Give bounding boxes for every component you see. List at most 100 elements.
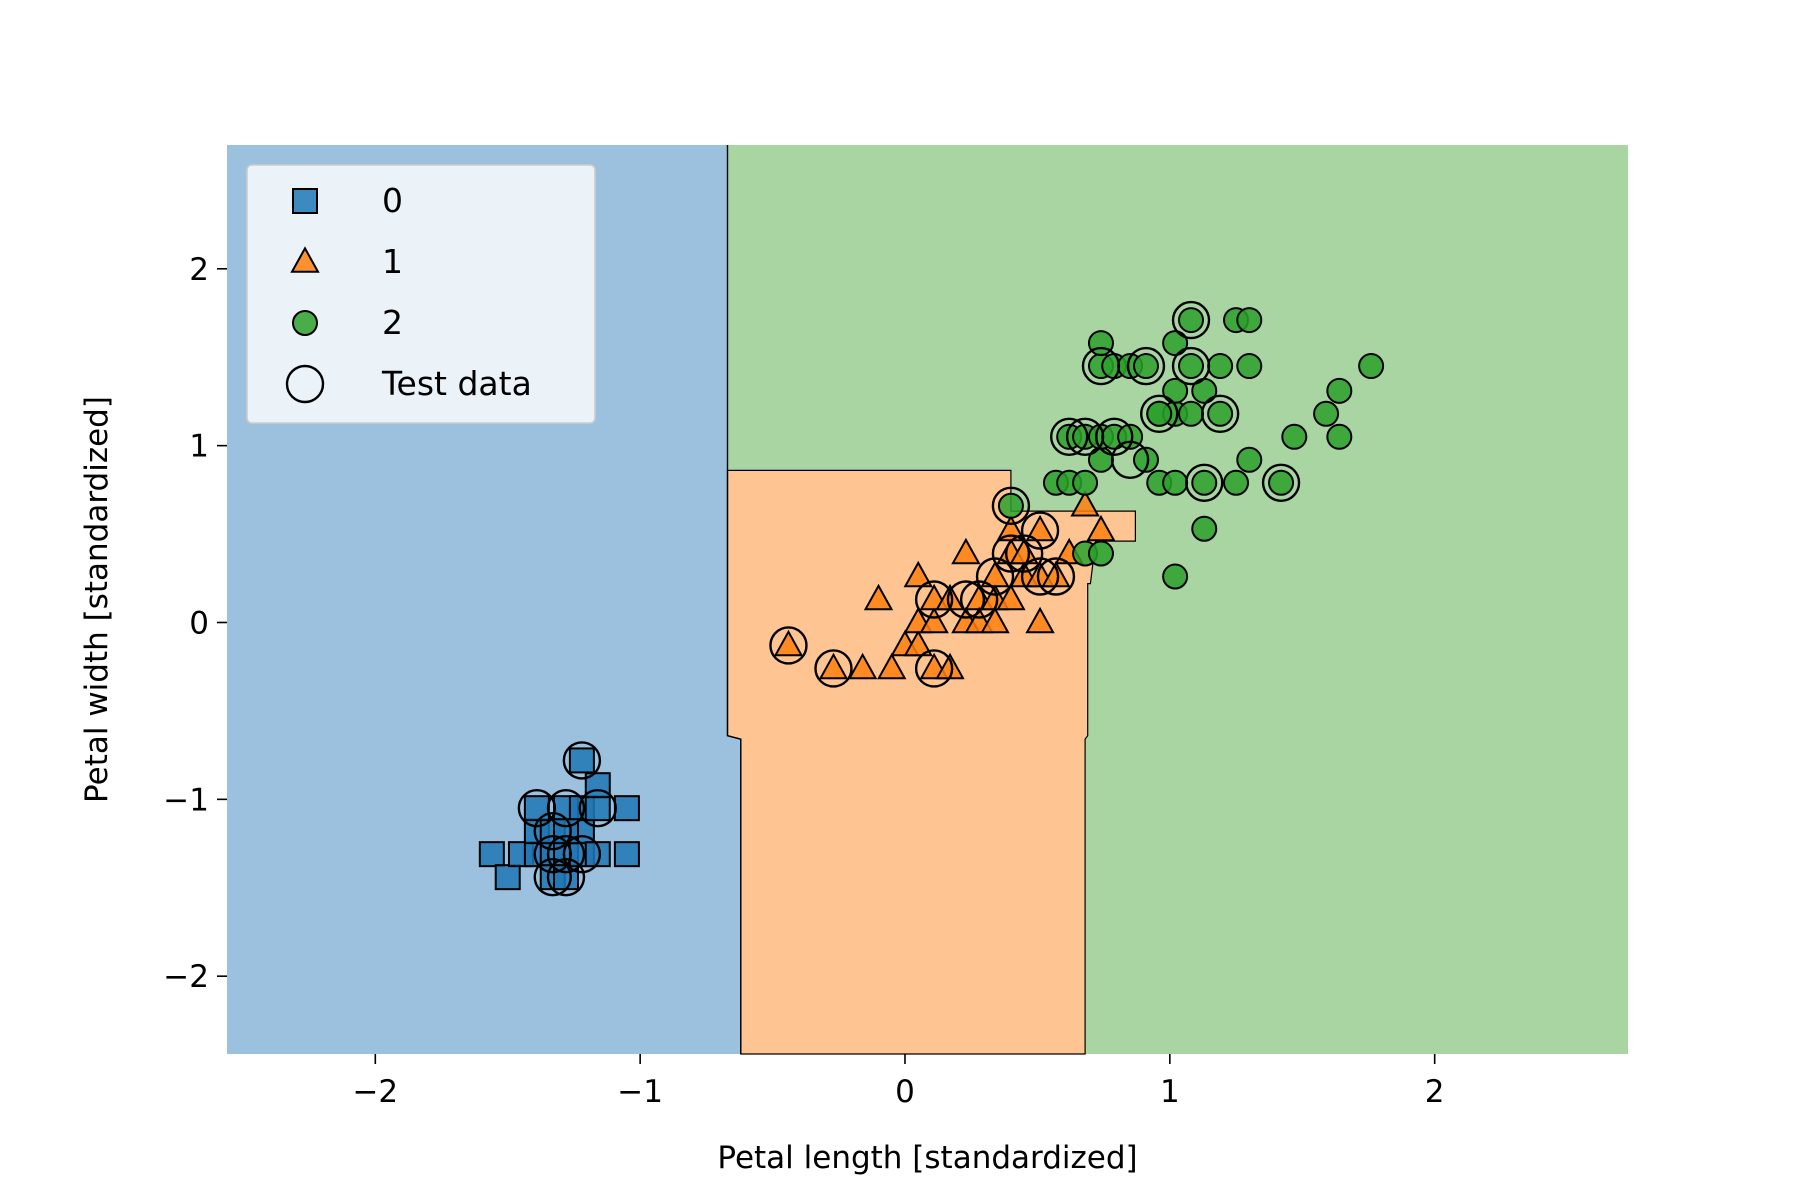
- point-2-38: [1268, 469, 1295, 496]
- legend-marker: [290, 246, 320, 273]
- legend-item-0: 0: [292, 181, 403, 220]
- point-0-20: [523, 795, 550, 822]
- point-test-data-19: [1020, 511, 1060, 550]
- point-2-37: [1236, 446, 1263, 473]
- legend-item-2: 2: [292, 303, 403, 342]
- point-test-data-7: [562, 834, 602, 874]
- series-test-data: [517, 300, 1301, 897]
- point-test-data-26: [1110, 440, 1150, 479]
- point-2-7: [1087, 446, 1114, 473]
- point-1-19: [980, 560, 1010, 588]
- point-0-19: [613, 841, 640, 868]
- point-test-data-31: [1171, 346, 1211, 386]
- point-2-29: [1191, 469, 1218, 496]
- legend-marker: [292, 310, 318, 336]
- point-2-24: [1162, 563, 1189, 590]
- point-0-1: [494, 864, 521, 891]
- point-1-6: [903, 629, 933, 657]
- point-test-data-16: [975, 557, 1015, 596]
- point-0-18: [613, 795, 640, 822]
- point-1-20: [980, 606, 1010, 634]
- point-1-25: [1009, 537, 1039, 565]
- legend-label: 1: [382, 242, 403, 281]
- legend-item-1: 1: [290, 242, 403, 281]
- point-test-data-1: [517, 788, 557, 828]
- x-tick-label: −1: [617, 1074, 663, 1110]
- y-axis-label: Petal width [standardized]: [79, 396, 115, 803]
- point-2-11: [1087, 540, 1114, 567]
- point-test-data-27: [1081, 346, 1121, 386]
- decision-regions: [227, 145, 1628, 1055]
- point-1-4: [877, 652, 907, 680]
- point-2-43: [1358, 353, 1385, 380]
- point-test-data-3: [578, 788, 617, 828]
- point-0-16: [584, 795, 611, 822]
- x-tick-label: −2: [352, 1074, 398, 1110]
- point-2-25: [1178, 307, 1205, 334]
- legend-marker: [292, 188, 318, 214]
- point-test-data-22: [991, 486, 1031, 525]
- legend-label: 2: [382, 303, 403, 342]
- series-2: [997, 307, 1385, 590]
- point-1-30: [1070, 490, 1100, 517]
- point-0-0: [478, 841, 505, 868]
- point-1-2: [847, 652, 878, 680]
- point-test-data-20: [1020, 557, 1060, 596]
- y-axis-ticks: −2 −1 0 1 2: [163, 252, 227, 995]
- legend-box: [246, 164, 596, 424]
- point-test-data-8: [533, 857, 572, 897]
- point-test-data-4: [533, 811, 572, 851]
- point-test-data-24: [1065, 417, 1105, 456]
- point-2-40: [1313, 400, 1340, 427]
- point-test-data-25: [1095, 417, 1134, 456]
- point-1-27: [1025, 514, 1055, 542]
- point-1-3: [863, 583, 894, 611]
- point-2-26: [1178, 353, 1205, 380]
- point-1-28: [1025, 606, 1055, 634]
- point-0-14: [568, 747, 595, 774]
- y-tick-label: 2: [189, 252, 209, 288]
- point-2-22: [1162, 330, 1189, 357]
- point-test-data-28: [1126, 346, 1166, 386]
- x-axis-ticks: −2 −1 0 1 2: [352, 1054, 1445, 1110]
- point-test-data-11: [814, 649, 853, 688]
- point-1-8: [903, 560, 933, 588]
- point-1-31: [1086, 514, 1116, 542]
- point-test-data-12: [914, 649, 954, 688]
- point-2-30: [1191, 515, 1218, 542]
- point-test-data-18: [1004, 534, 1044, 573]
- y-tick-label: 1: [189, 429, 209, 465]
- point-test-data-10: [769, 626, 808, 665]
- y-tick-label: −2: [163, 959, 209, 995]
- boundary-line: [726, 145, 742, 1054]
- point-2-42: [1326, 423, 1353, 450]
- point-2-17: [1132, 353, 1159, 380]
- legend-marker: [285, 364, 325, 404]
- point-test-data-23: [1049, 417, 1089, 456]
- point-test-data-21: [1036, 557, 1076, 596]
- point-2-32: [1207, 400, 1234, 427]
- point-1-0: [773, 629, 804, 657]
- point-test-data-15: [959, 580, 999, 619]
- series-1: [773, 490, 1116, 680]
- point-1-9: [919, 606, 949, 634]
- point-2-23: [1162, 469, 1189, 496]
- x-axis-label: Petal length [standardized]: [717, 1140, 1137, 1176]
- point-test-data-6: [546, 834, 586, 874]
- y-tick-label: −1: [163, 782, 209, 818]
- point-1-15: [951, 537, 981, 565]
- point-2-44: [1146, 400, 1173, 427]
- point-2-35: [1236, 307, 1263, 334]
- point-test-data-13: [914, 580, 954, 619]
- point-1-1: [818, 652, 849, 680]
- point-2-21: [1162, 377, 1189, 404]
- point-test-data-14: [946, 580, 986, 619]
- point-test-data-29: [1140, 394, 1179, 434]
- point-test-data-0: [562, 741, 602, 780]
- point-test-data-2: [546, 788, 586, 828]
- legend-label: Test data: [381, 364, 532, 403]
- x-tick-label: 1: [1160, 1074, 1180, 1110]
- point-test-data-17: [991, 534, 1031, 573]
- legend-label: 0: [382, 181, 403, 220]
